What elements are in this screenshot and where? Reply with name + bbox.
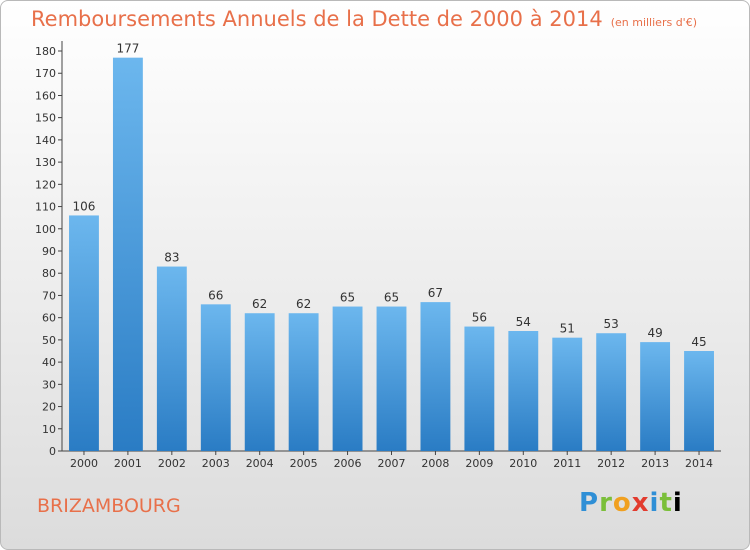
y-tick-label: 100 bbox=[35, 223, 56, 236]
x-tick-label: 2008 bbox=[421, 457, 449, 470]
bar bbox=[684, 351, 714, 451]
x-tick-label: 2014 bbox=[685, 457, 713, 470]
data-label: 83 bbox=[164, 251, 179, 265]
x-tick-label: 2010 bbox=[509, 457, 537, 470]
proxiti-logo: Proxiti bbox=[579, 488, 683, 518]
data-label: 66 bbox=[208, 288, 223, 302]
y-tick-label: 50 bbox=[42, 334, 56, 347]
y-tick-label: 90 bbox=[42, 245, 56, 258]
x-tick-label: 2001 bbox=[114, 457, 142, 470]
y-tick-label: 140 bbox=[35, 134, 56, 147]
bar bbox=[640, 342, 671, 451]
y-tick-label: 120 bbox=[35, 178, 56, 191]
data-label: 106 bbox=[73, 199, 96, 213]
data-label: 67 bbox=[428, 286, 443, 300]
x-tick-label: 2013 bbox=[641, 457, 669, 470]
data-label: 65 bbox=[340, 291, 355, 305]
data-label: 49 bbox=[647, 326, 662, 340]
data-label: 45 bbox=[691, 335, 706, 349]
y-tick-label: 160 bbox=[35, 89, 56, 102]
x-tick-label: 2000 bbox=[70, 457, 98, 470]
bar bbox=[288, 313, 319, 451]
bar bbox=[332, 306, 363, 451]
data-label: 56 bbox=[472, 311, 487, 325]
commune-name: BRIZAMBOURG bbox=[37, 495, 181, 517]
chart-subtitle: (en milliers d'€) bbox=[610, 16, 697, 29]
y-tick-label: 180 bbox=[35, 45, 56, 58]
data-label: 65 bbox=[384, 291, 399, 305]
x-tick-label: 2012 bbox=[597, 457, 625, 470]
y-tick-label: 10 bbox=[42, 423, 56, 436]
y-tick-label: 80 bbox=[42, 267, 56, 280]
data-label: 54 bbox=[516, 315, 531, 329]
bar bbox=[596, 333, 627, 451]
y-tick-label: 70 bbox=[42, 289, 56, 302]
x-tick-label: 2005 bbox=[290, 457, 318, 470]
y-tick-label: 0 bbox=[49, 445, 56, 458]
bar bbox=[420, 302, 451, 451]
axes: 0 10 20 30 40 50 60 70 80 90 100 110 120 130 140 150 160… bbox=[35, 41, 721, 470]
chart-title: Remboursements Annuels de la Dette de 20… bbox=[31, 7, 603, 31]
bar bbox=[200, 304, 231, 451]
bar bbox=[112, 57, 143, 452]
bar bbox=[244, 313, 275, 451]
x-tick-label: 2006 bbox=[334, 457, 362, 470]
x-tick-label: 2004 bbox=[246, 457, 274, 470]
x-tick-label: 2009 bbox=[465, 457, 493, 470]
bar bbox=[464, 326, 495, 451]
data-label: 51 bbox=[560, 322, 575, 336]
data-label: 62 bbox=[252, 297, 267, 311]
bar bbox=[552, 337, 583, 451]
x-tick-label: 2003 bbox=[202, 457, 230, 470]
data-label: 62 bbox=[296, 297, 311, 311]
x-tick-label: 2011 bbox=[553, 457, 581, 470]
bar bbox=[376, 306, 407, 451]
chart-title-block: Remboursements Annuels de la Dette de 20… bbox=[31, 7, 697, 31]
y-tick-label: 130 bbox=[35, 156, 56, 169]
y-tick-label: 150 bbox=[35, 112, 56, 125]
x-tick-label: 2007 bbox=[378, 457, 406, 470]
bars bbox=[69, 57, 714, 452]
y-tick-label: 170 bbox=[35, 67, 56, 80]
bar bbox=[156, 266, 187, 451]
y-tick-label: 20 bbox=[42, 401, 56, 414]
y-tick-label: 60 bbox=[42, 312, 56, 325]
bar bbox=[69, 215, 99, 451]
x-tick-label: 2002 bbox=[158, 457, 186, 470]
y-tick-label: 110 bbox=[35, 201, 56, 214]
data-labels: 106 177 83 66 62 62 65 65 67 56 54 51 53 49 45 bbox=[73, 42, 707, 349]
y-tick-label: 40 bbox=[42, 356, 56, 369]
data-label: 53 bbox=[604, 317, 619, 331]
data-label: 177 bbox=[116, 42, 139, 56]
y-tick-label: 30 bbox=[42, 378, 56, 391]
bar bbox=[508, 331, 539, 451]
